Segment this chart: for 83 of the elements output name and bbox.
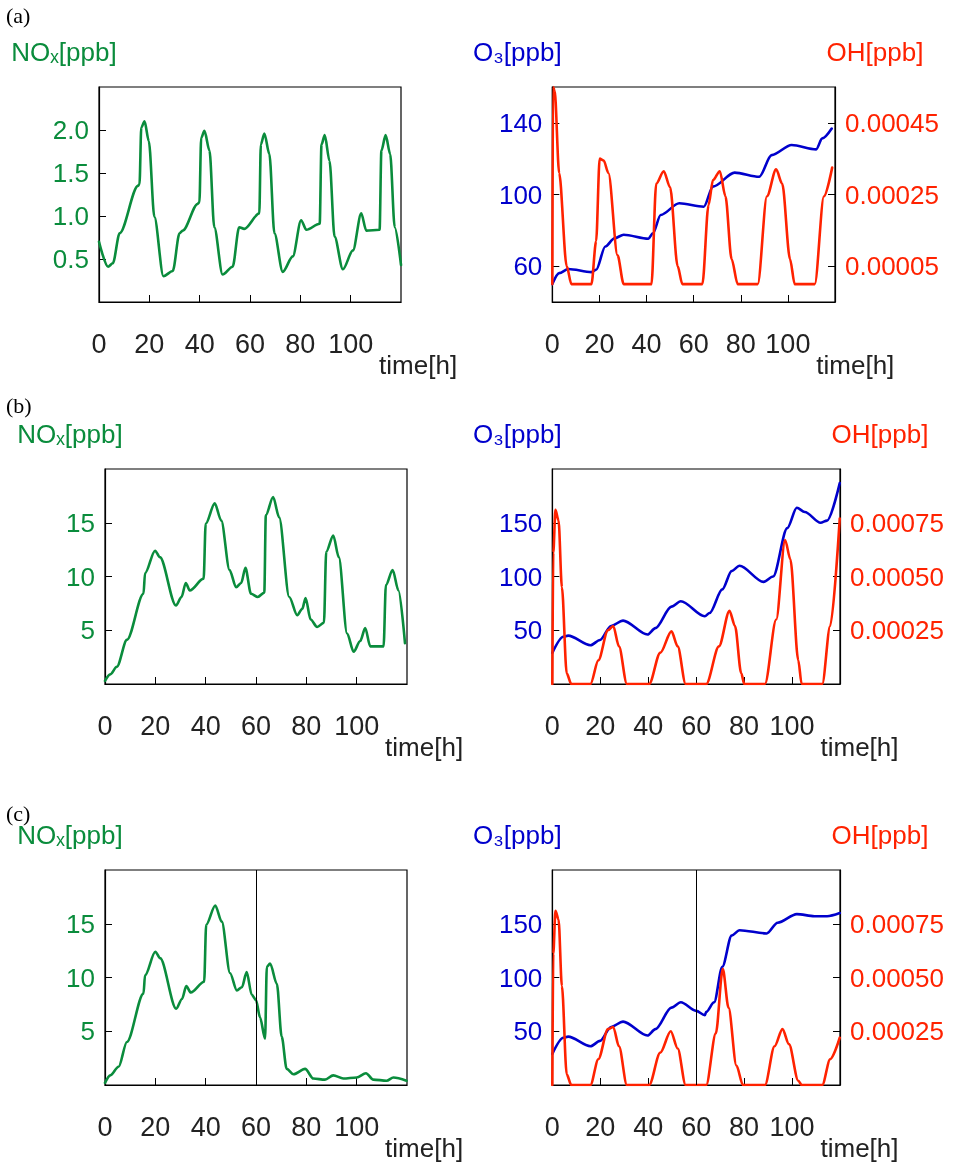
y2-tick-label: 0.00050 [850,561,944,592]
x-tick-label: 80 [725,328,756,359]
x-axis-title: time[h] [379,350,458,380]
x-tick-label: 100 [769,1111,815,1142]
x-tick-label: 80 [285,328,316,359]
y-tick-label: 10 [66,962,95,993]
y2-axis-title: OH[ppb] [831,820,929,850]
x-tick-label: 100 [765,328,811,359]
y-tick-label: 10 [66,561,95,592]
x-tick-label: 80 [729,1111,760,1142]
x-tick-label: 80 [291,710,322,741]
x-tick-label: 60 [678,328,709,359]
x-tick-label: 60 [681,710,712,741]
x-tick-label: 40 [184,328,215,359]
x-tick-label: 100 [334,710,380,741]
y2-axis-title: OH[ppb] [826,37,924,67]
y-axis-title: NOₓ[ppb] [11,37,117,67]
x-tick-label: 40 [631,328,662,359]
y-tick-label: 100 [498,179,543,210]
y-tick-label: 5 [80,1016,95,1047]
y-tick-label: 50 [513,615,543,646]
line-series [551,127,833,286]
x-tick-label: 100 [328,328,374,359]
x-tick-label: 100 [769,710,815,741]
y-tick-label: 15 [66,507,95,538]
x-tick-label: 60 [240,1111,272,1142]
y2-tick-label: 0.00075 [850,908,944,939]
y2-tick-label: 0.00075 [850,507,944,538]
y2-axis-title: OH[ppb] [831,419,929,449]
x-tick-label: 20 [584,328,615,359]
x-tick-label: 20 [585,1111,616,1142]
x-tick-label: 0 [91,328,107,359]
y2-tick-label: 0.00025 [850,1016,944,1047]
y-tick-label: 150 [498,908,543,939]
x-tick-label: 0 [544,710,560,741]
y-axis-title: O₃[ppb] [473,820,562,850]
y-axis-title: NOₓ[ppb] [17,419,123,449]
x-tick-label: 40 [190,1111,221,1142]
y-tick-label: 15 [66,908,95,939]
x-tick-label: 0 [544,328,560,359]
x-tick-label: 0 [97,710,113,741]
y2-tick-label: 0.00025 [845,179,939,210]
x-tick-label: 0 [97,1111,113,1142]
y2-tick-label: 0.00025 [850,615,944,646]
x-tick-label: 100 [334,1111,380,1142]
y-tick-label: 0.5 [52,244,89,274]
y-tick-label: 150 [498,507,543,538]
x-tick-label: 40 [633,1111,664,1142]
y-axis-title: O₃[ppb] [473,37,562,67]
line-series [551,85,834,286]
y-tick-label: 100 [498,561,543,592]
y-tick-label: 1.5 [52,158,89,188]
y-tick-label: 5 [80,615,95,646]
x-tick-label: 80 [291,1111,322,1142]
y-tick-label: 100 [498,962,543,993]
x-tick-label: 60 [681,1111,712,1142]
y-tick-label: 140 [498,107,543,138]
x-tick-label: 20 [134,328,165,359]
y2-tick-label: 0.00045 [845,107,939,138]
x-tick-label: 60 [240,710,272,741]
x-axis-title: time[h] [820,1133,899,1162]
x-axis-title: time[h] [816,350,895,380]
y-axis-title: O₃[ppb] [473,419,562,449]
text: (b) [6,392,32,418]
x-tick-label: 20 [140,1111,171,1142]
x-axis-title: time[h] [385,1133,464,1162]
y-tick-label: 50 [513,1016,543,1047]
x-tick-label: 20 [140,710,171,741]
x-tick-label: 80 [729,710,760,741]
x-axis-title: time[h] [820,732,899,762]
x-tick-label: 40 [633,710,664,741]
x-axis-title: time[h] [385,732,464,762]
x-tick-label: 40 [190,710,221,741]
y2-tick-label: 0.00005 [845,251,939,282]
text: (a) [6,2,31,28]
y2-tick-label: 0.00050 [850,962,944,993]
line-series [97,120,403,278]
y-tick-label: 2.0 [52,115,89,145]
x-tick-label: 0 [544,1111,560,1142]
y-tick-label: 60 [513,251,543,282]
y-tick-label: 1.0 [52,201,89,231]
x-tick-label: 60 [234,328,266,359]
x-tick-label: 20 [585,710,616,741]
